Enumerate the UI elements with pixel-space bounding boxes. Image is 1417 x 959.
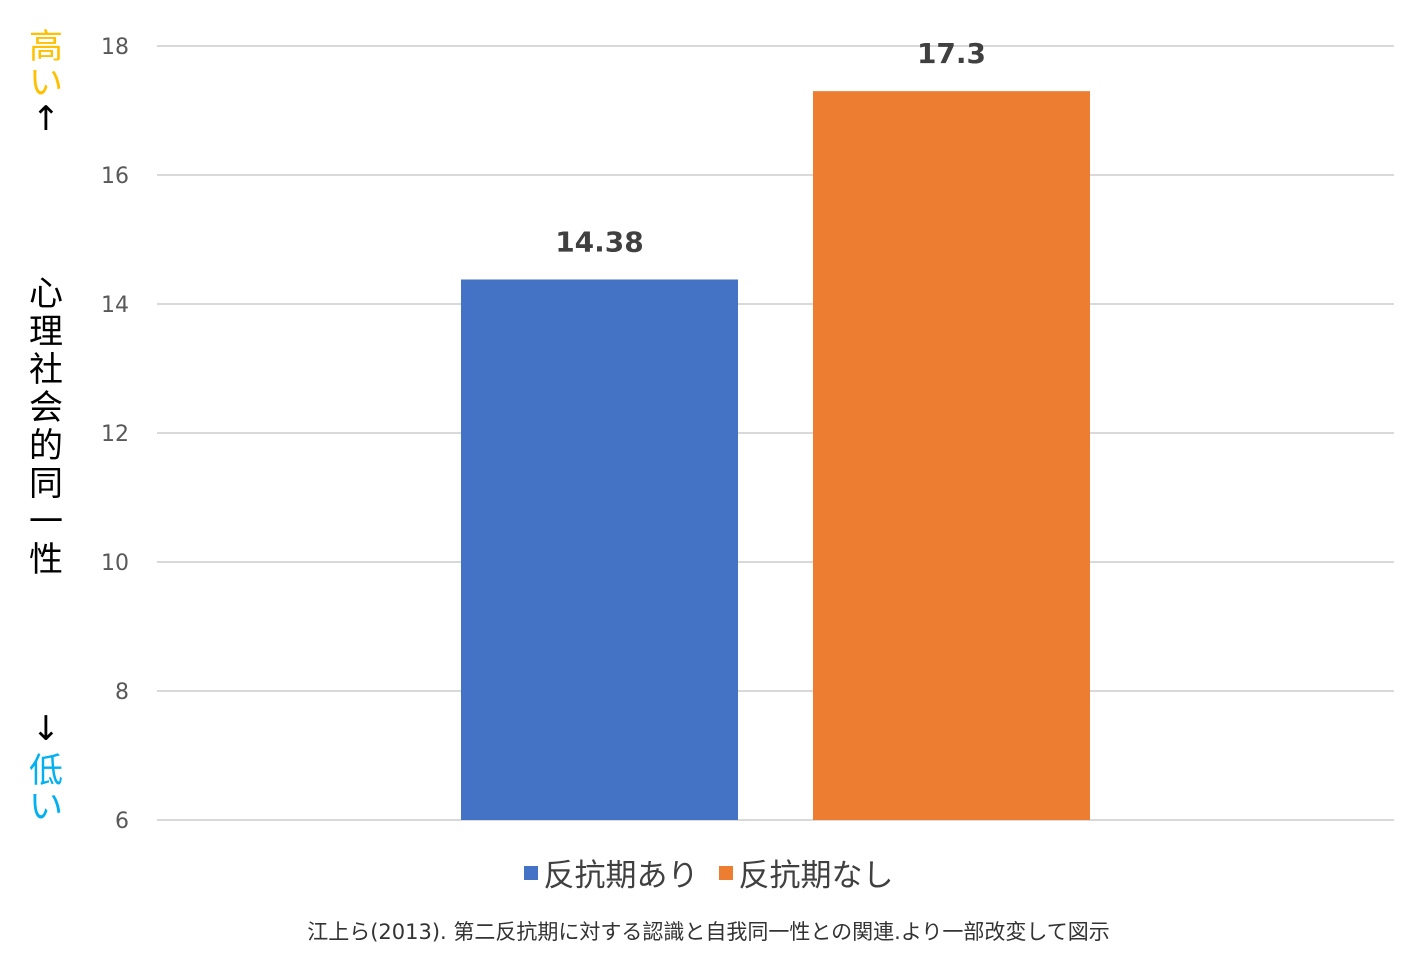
y-axis-title-char-2: 社 [29,350,63,390]
y-tick-label-8: 8 [115,680,129,705]
y-tick-label-16: 16 [101,164,129,189]
y-high-arrow-char-0: ↑ [32,99,61,139]
legend-label-non-rebellious: 反抗期なし [738,858,894,894]
y-low-arrow-char-0: ↓ [32,709,61,749]
y-axis-title-char-6: 一 [29,502,63,542]
y-high-label-char-1: い [29,63,63,103]
legend-item-non-rebellious: 反抗期なし [718,850,894,895]
y-axis-title-char-7: 性 [29,540,63,580]
y-tick-label-12: 12 [101,422,129,447]
source-caption: 江上ら(2013). 第二反抗期に対する認識と自我同一性との関連.より一部改変し… [307,920,1110,944]
y-tick-label-18: 18 [101,35,129,60]
y-tick-label-10: 10 [101,551,129,576]
data-labels: 14.38 17.3 [555,37,986,258]
bar-rebellious [461,279,738,820]
legend-swatch-rebellious [523,865,538,880]
y-tick-label-14: 14 [101,293,129,318]
bar-non-rebellious [813,91,1090,820]
legend: 反抗期あり 反抗期なし [0,850,1417,895]
y-low-label-char-1: い [29,787,63,827]
y-axis-title-char-3: 会 [29,388,63,428]
legend-item-rebellious: 反抗期あり [523,850,699,895]
y-low-label-char-0: 低 [29,751,63,791]
legend-label-rebellious: 反抗期あり [543,858,699,894]
y-axis-title-char-1: 理 [29,312,63,352]
y-axis-title-char-0: 心 [29,274,63,314]
bars [461,91,1090,820]
y-axis-title-char-4: 的 [29,426,63,466]
data-label-rebellious: 14.38 [555,225,644,258]
y-axis-title-char-5: 同 [29,464,63,504]
y-tick-label-6: 6 [115,809,129,834]
y-axis-ticks: 6 8 10 12 14 16 18 [101,35,129,834]
gridlines [157,45,1394,821]
data-label-non-rebellious: 17.3 [917,37,986,70]
legend-swatch-non-rebellious [718,865,733,880]
y-high-label-char-0: 高 [29,27,63,67]
